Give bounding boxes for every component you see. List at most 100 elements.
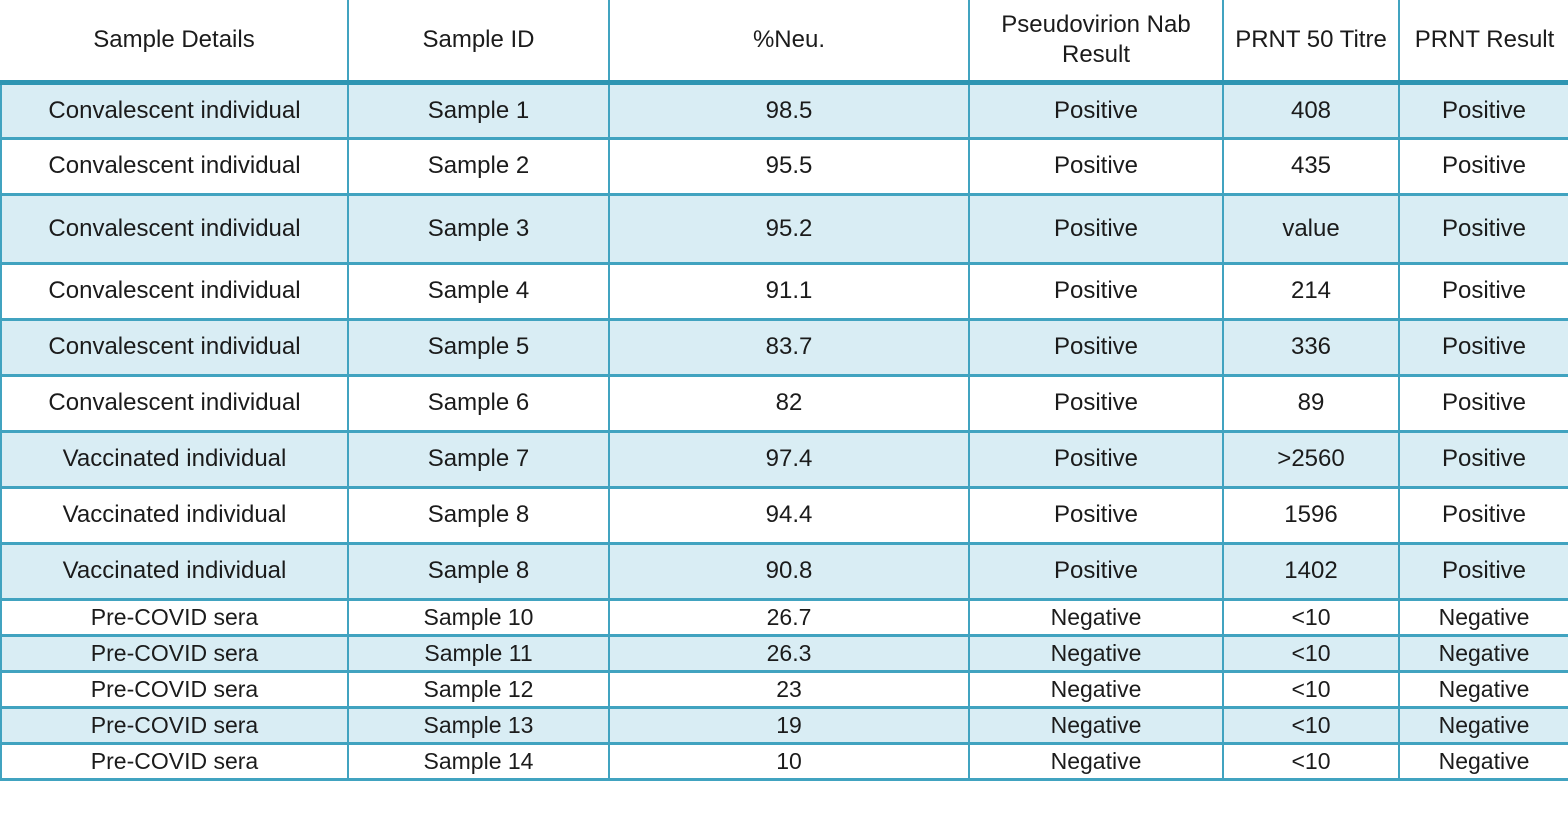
table-row: Pre-COVID sera Sample 13 19 Negative <10 Nega… bbox=[0, 705, 1568, 745]
cell-sample-details: Vaccinated individual bbox=[0, 429, 349, 489]
cell-prnt-result: Positive bbox=[1398, 373, 1568, 433]
cell-sample-id: Sample 7 bbox=[347, 429, 610, 489]
cell-prnt-result: Positive bbox=[1398, 80, 1568, 140]
table-row: Vaccinated individual Sample 8 90.8 Positiv… bbox=[0, 541, 1568, 601]
cell-prnt-50-titre: <10 bbox=[1222, 705, 1400, 745]
cell-sample-id: Sample 11 bbox=[347, 633, 610, 673]
table-row: Convalescent individual Sample 4 91.1 Posit… bbox=[0, 261, 1568, 321]
cell-sample-id: Sample 3 bbox=[347, 192, 610, 265]
cell-pseudovirion-nab-result: Positive bbox=[968, 192, 1224, 265]
cell-prnt-50-titre: <10 bbox=[1222, 597, 1400, 637]
cell-prnt-result: Negative bbox=[1398, 705, 1568, 745]
cell-pct-neu: 95.2 bbox=[608, 192, 970, 265]
cell-prnt-result: Positive bbox=[1398, 317, 1568, 377]
cell-sample-details: Convalescent individual bbox=[0, 261, 349, 321]
table-row: Vaccinated individual Sample 8 94.4 Positiv… bbox=[0, 485, 1568, 545]
cell-pseudovirion-nab-result: Negative bbox=[968, 741, 1224, 781]
cell-prnt-result: Positive bbox=[1398, 136, 1568, 196]
table-row: Convalescent individual Sample 5 83.7 Posit… bbox=[0, 317, 1568, 377]
cell-pseudovirion-nab-result: Positive bbox=[968, 136, 1224, 196]
cell-sample-id: Sample 2 bbox=[347, 136, 610, 196]
column-header-pseudovirion-nab-result: Pseudovirion Nab Result bbox=[969, 0, 1224, 85]
cell-pseudovirion-nab-result: Positive bbox=[968, 261, 1224, 321]
header-row: Sample Details Sample ID %Neu. Pseudovir… bbox=[1, 0, 1568, 85]
cell-prnt-50-titre: <10 bbox=[1222, 741, 1400, 781]
cell-prnt-result: Negative bbox=[1398, 741, 1568, 781]
cell-prnt-result: Negative bbox=[1398, 633, 1568, 673]
column-header-prnt-50-titre: PRNT 50 Titre bbox=[1223, 0, 1400, 85]
cell-pseudovirion-nab-result: Positive bbox=[968, 485, 1224, 545]
cell-sample-id: Sample 13 bbox=[347, 705, 610, 745]
cell-sample-details: Vaccinated individual bbox=[0, 541, 349, 601]
cell-pseudovirion-nab-result: Positive bbox=[968, 80, 1224, 140]
cell-prnt-50-titre: 1596 bbox=[1222, 485, 1400, 545]
cell-prnt-result: Positive bbox=[1398, 192, 1568, 265]
cell-sample-details: Convalescent individual bbox=[0, 373, 349, 433]
table-row: Vaccinated individual Sample 7 97.4 Positiv… bbox=[0, 429, 1568, 489]
cell-pseudovirion-nab-result: Positive bbox=[968, 373, 1224, 433]
cell-sample-details: Convalescent individual bbox=[0, 80, 349, 140]
cell-sample-id: Sample 10 bbox=[347, 597, 610, 637]
cell-pseudovirion-nab-result: Negative bbox=[968, 597, 1224, 637]
cell-pct-neu: 95.5 bbox=[608, 136, 970, 196]
cell-pct-neu: 23 bbox=[608, 669, 970, 709]
table-row: Pre-COVID sera Sample 10 26.7 Negative <10 Ne… bbox=[0, 597, 1568, 637]
column-header-prnt-result: PRNT Result bbox=[1399, 0, 1568, 85]
table-row: Convalescent individual Sample 6 82 Positiv… bbox=[0, 373, 1568, 433]
column-header-sample-details: Sample Details bbox=[1, 0, 349, 85]
cell-sample-id: Sample 12 bbox=[347, 669, 610, 709]
cell-prnt-50-titre: 435 bbox=[1222, 136, 1400, 196]
cell-pct-neu: 98.5 bbox=[608, 80, 970, 140]
cell-sample-details: Convalescent individual bbox=[0, 136, 349, 196]
cell-sample-details: Pre-COVID sera bbox=[0, 597, 349, 637]
table-row: Convalescent individual Sample 3 95.2 Posit… bbox=[0, 192, 1568, 265]
cell-sample-id: Sample 6 bbox=[347, 373, 610, 433]
cell-sample-id: Sample 5 bbox=[347, 317, 610, 377]
cell-prnt-result: Negative bbox=[1398, 597, 1568, 637]
cell-pseudovirion-nab-result: Positive bbox=[968, 317, 1224, 377]
cell-prnt-50-titre: <10 bbox=[1222, 669, 1400, 709]
cell-prnt-50-titre: 1402 bbox=[1222, 541, 1400, 601]
cell-pseudovirion-nab-result: Negative bbox=[968, 633, 1224, 673]
cell-prnt-result: Positive bbox=[1398, 261, 1568, 321]
cell-prnt-50-titre: >2560 bbox=[1222, 429, 1400, 489]
cell-prnt-result: Positive bbox=[1398, 541, 1568, 601]
cell-prnt-50-titre: value bbox=[1222, 192, 1400, 265]
table-row: Pre-COVID sera Sample 11 26.3 Negative <10 Ne… bbox=[0, 633, 1568, 673]
cell-prnt-50-titre: 336 bbox=[1222, 317, 1400, 377]
cell-sample-details: Pre-COVID sera bbox=[0, 741, 349, 781]
cell-prnt-result: Positive bbox=[1398, 485, 1568, 545]
cell-prnt-50-titre: 214 bbox=[1222, 261, 1400, 321]
cell-pct-neu: 26.3 bbox=[608, 633, 970, 673]
cell-prnt-50-titre: <10 bbox=[1222, 633, 1400, 673]
table-row: Pre-COVID sera Sample 12 23 Negative <10 Nega… bbox=[0, 669, 1568, 709]
cell-pseudovirion-nab-result: Negative bbox=[968, 705, 1224, 745]
column-header-pct-neu: %Neu. bbox=[609, 0, 970, 85]
cell-sample-details: Pre-COVID sera bbox=[0, 633, 349, 673]
cell-sample-id: Sample 8 bbox=[347, 485, 610, 545]
table-header: Sample Details Sample ID %Neu. Pseudovir… bbox=[1, 0, 1568, 85]
cell-pct-neu: 10 bbox=[608, 741, 970, 781]
cell-sample-details: Pre-COVID sera bbox=[0, 669, 349, 709]
cell-pct-neu: 90.8 bbox=[608, 541, 970, 601]
cell-sample-details: Vaccinated individual bbox=[0, 485, 349, 545]
cell-sample-id: Sample 1 bbox=[347, 80, 610, 140]
cell-prnt-50-titre: 89 bbox=[1222, 373, 1400, 433]
cell-sample-details: Convalescent individual bbox=[0, 192, 349, 265]
cell-pseudovirion-nab-result: Negative bbox=[968, 669, 1224, 709]
table-row: Convalescent individual Sample 2 95.5 Posit… bbox=[0, 136, 1568, 196]
cell-sample-id: Sample 8 bbox=[347, 541, 610, 601]
cell-pseudovirion-nab-result: Positive bbox=[968, 429, 1224, 489]
column-header-sample-id: Sample ID bbox=[348, 0, 610, 85]
table-body: Convalescent individual Sample 1 98.5 Posit… bbox=[0, 80, 1568, 781]
table-row: Convalescent individual Sample 1 98.5 Posit… bbox=[0, 80, 1568, 140]
cell-sample-id: Sample 14 bbox=[347, 741, 610, 781]
cell-pct-neu: 26.7 bbox=[608, 597, 970, 637]
cell-sample-details: Pre-COVID sera bbox=[0, 705, 349, 745]
cell-pct-neu: 82 bbox=[608, 373, 970, 433]
cell-prnt-50-titre: 408 bbox=[1222, 80, 1400, 140]
cell-pct-neu: 97.4 bbox=[608, 429, 970, 489]
cell-pct-neu: 83.7 bbox=[608, 317, 970, 377]
cell-pct-neu: 19 bbox=[608, 705, 970, 745]
